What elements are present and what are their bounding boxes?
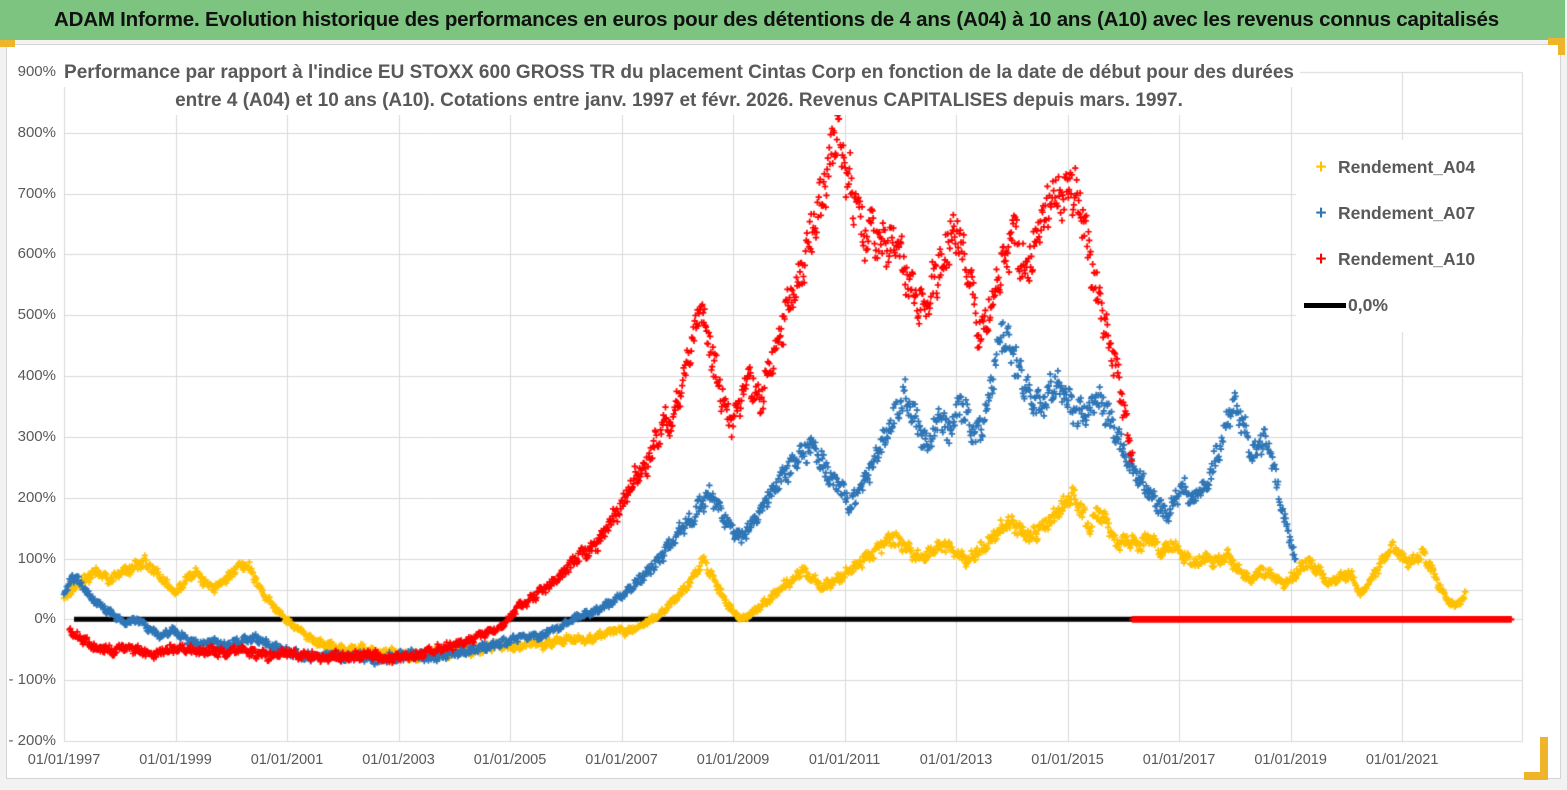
x-axis-tick-label: 01/01/2019	[1254, 752, 1327, 768]
selection-accent-bottom-right-h	[1524, 772, 1548, 780]
legend-label-a10: Rendement_A10	[1338, 248, 1476, 269]
legend-marker-a10-icon: +	[1315, 248, 1327, 270]
x-axis-tick-label: 01/01/2011	[808, 752, 881, 768]
selection-accent-bottom-right-v	[1540, 737, 1548, 780]
x-axis-tick-label: 01/01/2021	[1365, 752, 1439, 768]
y-axis-tick-label: 100%	[17, 549, 56, 567]
x-axis-tick-label: 01/01/1999	[139, 752, 212, 768]
y-axis-tick-label: 500%	[17, 306, 56, 324]
legend-item-a04[interactable]: + Rendement_A04	[1304, 144, 1522, 190]
x-axis-tick-label: 01/01/2009	[696, 752, 770, 768]
legend-item-zero-line[interactable]: 0,0%	[1304, 282, 1522, 328]
legend: + Rendement_A04 + Rendement_A07 + Rendem…	[1296, 140, 1522, 332]
y-axis-tick-label: 800%	[17, 123, 56, 141]
x-axis-tick-label: 01/01/2007	[585, 752, 658, 768]
y-axis-tick-label: 900%	[17, 63, 56, 80]
x-axis-tick-label: 01/01/2005	[473, 752, 547, 768]
x-axis-tick-label: 01/01/2001	[250, 752, 324, 768]
y-axis-tick-label: 600%	[17, 245, 56, 263]
x-axis-tick-label: 01/01/2003	[362, 752, 435, 768]
x-axis-tick-label: 01/01/2015	[1031, 752, 1104, 768]
y-axis-tick-label: - 100%	[8, 671, 56, 689]
legend-zero-line-icon	[1304, 302, 1346, 308]
legend-label-a04: Rendement_A04	[1338, 156, 1476, 177]
selection-accent-top-left	[0, 40, 15, 47]
x-axis-tick-label: 01/01/2013	[919, 752, 993, 768]
y-axis-tick-label: 0%	[34, 610, 56, 628]
y-axis-tick-label: 200%	[17, 488, 56, 506]
x-axis-tick-label: 01/01/1997	[27, 752, 101, 768]
selection-accent-top-right-v	[1558, 38, 1565, 55]
legend-marker-a04-icon: +	[1315, 156, 1327, 178]
y-axis-tick-label: - 200%	[8, 732, 56, 749]
legend-item-a07[interactable]: + Rendement_A07	[1304, 190, 1522, 236]
y-axis-tick-label: 300%	[17, 427, 56, 445]
legend-label-zero: 0,0%	[1348, 294, 1388, 315]
y-axis-tick-label: 700%	[17, 184, 56, 202]
x-axis-tick-label: 01/01/2017	[1142, 752, 1216, 768]
legend-label-a07: Rendement_A07	[1338, 202, 1476, 223]
legend-marker-a07-icon: +	[1315, 202, 1327, 224]
legend-item-a10[interactable]: + Rendement_A10	[1304, 236, 1522, 282]
y-axis-tick-label: 400%	[17, 367, 56, 385]
selection-accent-top-right-h	[1548, 38, 1565, 45]
